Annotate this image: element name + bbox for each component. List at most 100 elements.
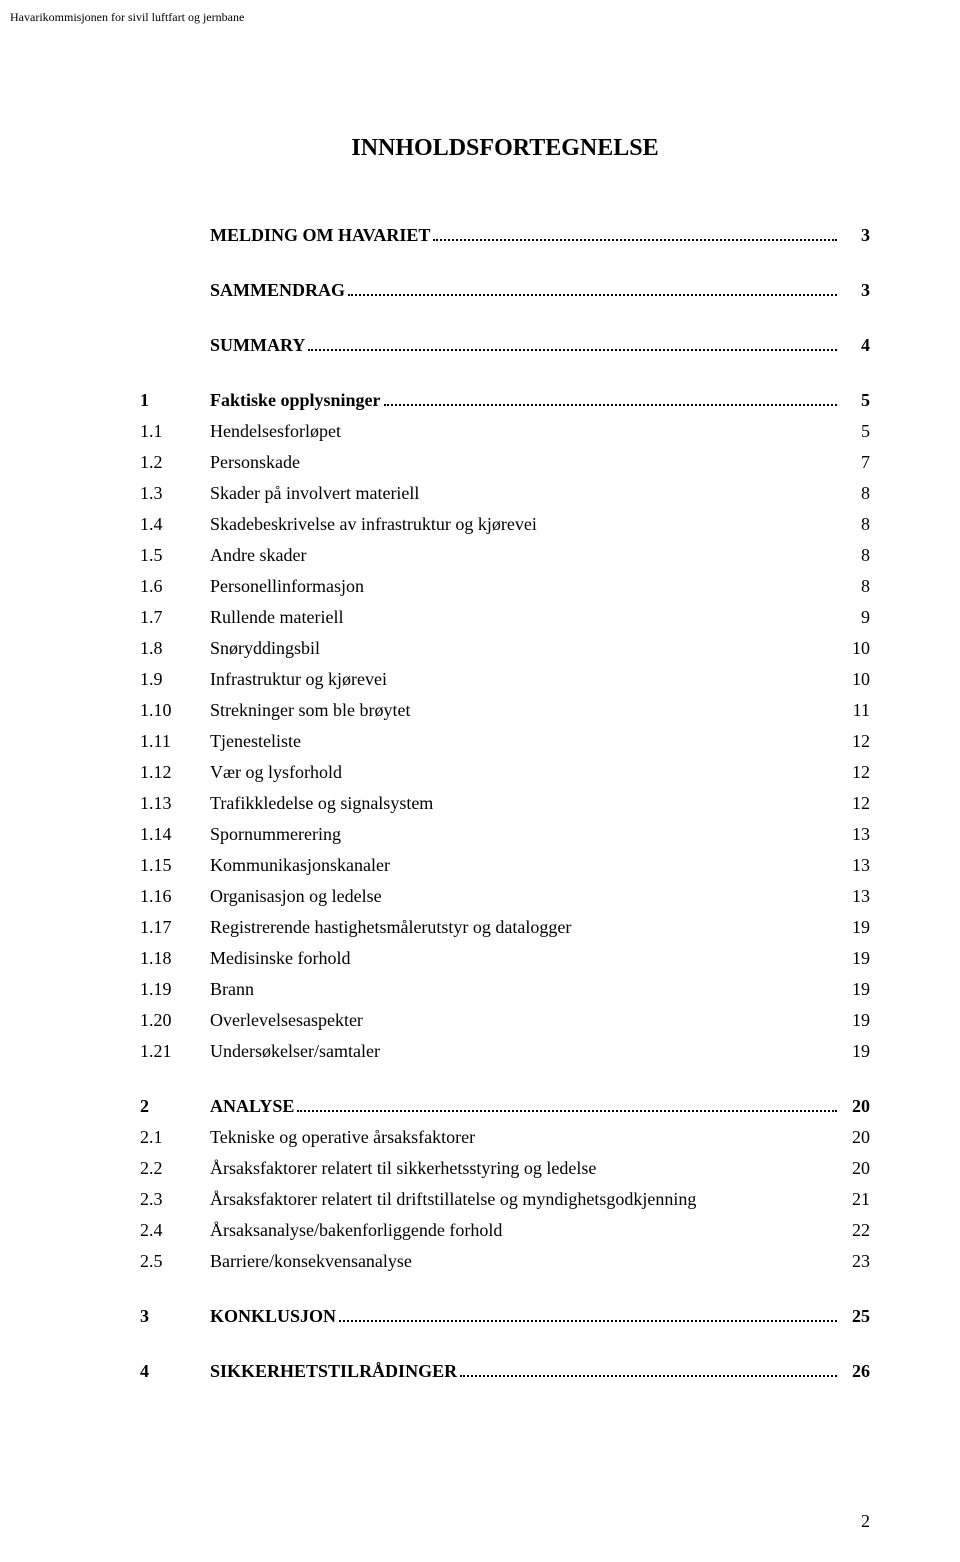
toc-entry-text: Personellinformasjon [210,573,364,600]
toc-entry-text: Infrastruktur og kjørevei [210,666,387,693]
toc-entry-number: 1.12 [140,759,210,786]
toc-entry-page: 21 [840,1186,870,1213]
toc-entry-page: 19 [840,1038,870,1065]
toc-entry-text: Hendelsesforløpet [210,418,341,445]
toc-entry-page: 20 [840,1093,870,1120]
toc-entry: 1.17Registrerende hastighetsmålerutstyr … [140,914,870,941]
toc-entry: 1.14Spornummerering13 [140,821,870,848]
toc-entry-text: Undersøkelser/samtaler [210,1038,380,1065]
toc-entry-number: 4 [140,1358,210,1385]
toc-entry: 1.20Overlevelsesaspekter 19 [140,1007,870,1034]
toc-entry-number: 1.19 [140,976,210,1003]
toc-entry-text: SAMMENDRAG [210,277,345,304]
toc-entry-page: 12 [840,759,870,786]
toc-entry-number: 1.8 [140,635,210,662]
toc-entry-number: 1.15 [140,852,210,879]
toc-entry-page: 3 [840,222,870,249]
toc-entry-text: Registrerende hastighetsmålerutstyr og d… [210,914,571,941]
toc-entry: 1.4Skadebeskrivelse av infrastruktur og … [140,511,870,538]
toc-entry-page: 3 [840,277,870,304]
toc-entry: 1.5Andre skader8 [140,542,870,569]
toc-entry-page: 13 [840,883,870,910]
toc-entry: 4SIKKERHETSTILRÅDINGER26 [140,1358,870,1385]
toc-entry-page: 10 [840,635,870,662]
toc-entry-number: 2.1 [140,1124,210,1151]
toc-entry: 2.3Årsaksfaktorer relatert til driftstil… [140,1186,870,1213]
toc-entry-text: Kommunikasjonskanaler [210,852,390,879]
toc-entry-number: 2.2 [140,1155,210,1182]
toc-entry: MELDING OM HAVARIET3 [140,222,870,249]
toc-entry-number: 1.21 [140,1038,210,1065]
toc-entry-text: Årsaksfaktorer relatert til sikkerhetsst… [210,1155,596,1182]
toc-container: MELDING OM HAVARIET3 SAMMENDRAG 3 SUMMARY 4 1… [140,222,870,1385]
toc-entry: 1.12Vær og lysforhold12 [140,759,870,786]
toc-entry: 1.3Skader på involvert materiell8 [140,480,870,507]
toc-entry-text: Rullende materiell [210,604,343,631]
toc-entry: 2.5Barriere/konsekvensanalyse23 [140,1248,870,1275]
toc-entry-number: 1.3 [140,480,210,507]
toc-entry-page: 8 [840,573,870,600]
toc-entry-page: 5 [840,418,870,445]
toc-entry-number: 1.1 [140,418,210,445]
toc-entry-text: Trafikkledelse og signalsystem [210,790,433,817]
toc-entry-page: 10 [840,666,870,693]
toc-entry-page: 26 [840,1358,870,1385]
toc-entry-page: 19 [840,914,870,941]
toc-entry-page: 25 [840,1303,870,1330]
toc-entry-number: 1.9 [140,666,210,693]
toc-entry-text: KONKLUSJON [210,1303,336,1330]
toc-entry: 2.4Årsaksanalyse/bakenforliggende forhol… [140,1217,870,1244]
toc-entry-page: 19 [840,1007,870,1034]
toc-entry: 1.9Infrastruktur og kjørevei 10 [140,666,870,693]
toc-entry-text: SUMMARY [210,332,305,359]
document-header: Havarikommisjonen for sivil luftfart og … [10,10,870,25]
toc-leader-dots [308,349,837,351]
toc-entry-text: Organisasjon og ledelse [210,883,382,910]
toc-entry-page: 8 [840,511,870,538]
toc-entry-number: 1.13 [140,790,210,817]
toc-entry: 1.7Rullende materiell9 [140,604,870,631]
toc-entry-number: 1.6 [140,573,210,600]
toc-entry-number: 1.14 [140,821,210,848]
toc-entry: 1.6Personellinformasjon 8 [140,573,870,600]
toc-entry-page: 9 [840,604,870,631]
toc-leader-dots [348,294,837,296]
toc-entry-number: 1.20 [140,1007,210,1034]
toc-leader-dots [339,1320,837,1322]
toc-entry-text: Brann [210,976,254,1003]
toc-entry-page: 12 [840,728,870,755]
toc-entry-text: Tjenesteliste [210,728,301,755]
toc-entry-text: Barriere/konsekvensanalyse [210,1248,412,1275]
toc-entry-text: Personskade [210,449,300,476]
toc-leader-dots [460,1375,837,1377]
toc-entry-number: 1.2 [140,449,210,476]
toc-entry-number: 1.18 [140,945,210,972]
toc-leader-dots [384,404,837,406]
toc-entry-text: Medisinske forhold [210,945,350,972]
toc-entry-page: 4 [840,332,870,359]
toc-title: INNHOLDSFORTEGNELSE [140,135,870,162]
toc-entry: SAMMENDRAG 3 [140,277,870,304]
toc-entry-page: 8 [840,542,870,569]
toc-entry: 1.21Undersøkelser/samtaler 19 [140,1038,870,1065]
toc-entry: 1.11Tjenesteliste 12 [140,728,870,755]
toc-entry-number: 1.16 [140,883,210,910]
toc-entry: 1.19Brann 19 [140,976,870,1003]
toc-entry-text: Overlevelsesaspekter [210,1007,363,1034]
toc-entry-number: 1.4 [140,511,210,538]
toc-entry-number: 1.11 [140,728,210,755]
document-page: Havarikommisjonen for sivil luftfart og … [0,0,960,1562]
toc-entry: 1Faktiske opplysninger5 [140,387,870,414]
toc-entry-number: 1.17 [140,914,210,941]
toc-entry-text: Årsaksfaktorer relatert til driftstillat… [210,1186,696,1213]
toc-entry: 1.2Personskade7 [140,449,870,476]
toc-entry: 1.15Kommunikasjonskanaler13 [140,852,870,879]
page-number: 2 [861,1511,870,1532]
toc-entry-page: 22 [840,1217,870,1244]
toc-entry-page: 12 [840,790,870,817]
toc-entry-page: 19 [840,976,870,1003]
toc-leader-dots [433,239,837,241]
toc-entry-page: 5 [840,387,870,414]
toc-entry: SUMMARY 4 [140,332,870,359]
toc-entry-text: Skadebeskrivelse av infrastruktur og kjø… [210,511,537,538]
